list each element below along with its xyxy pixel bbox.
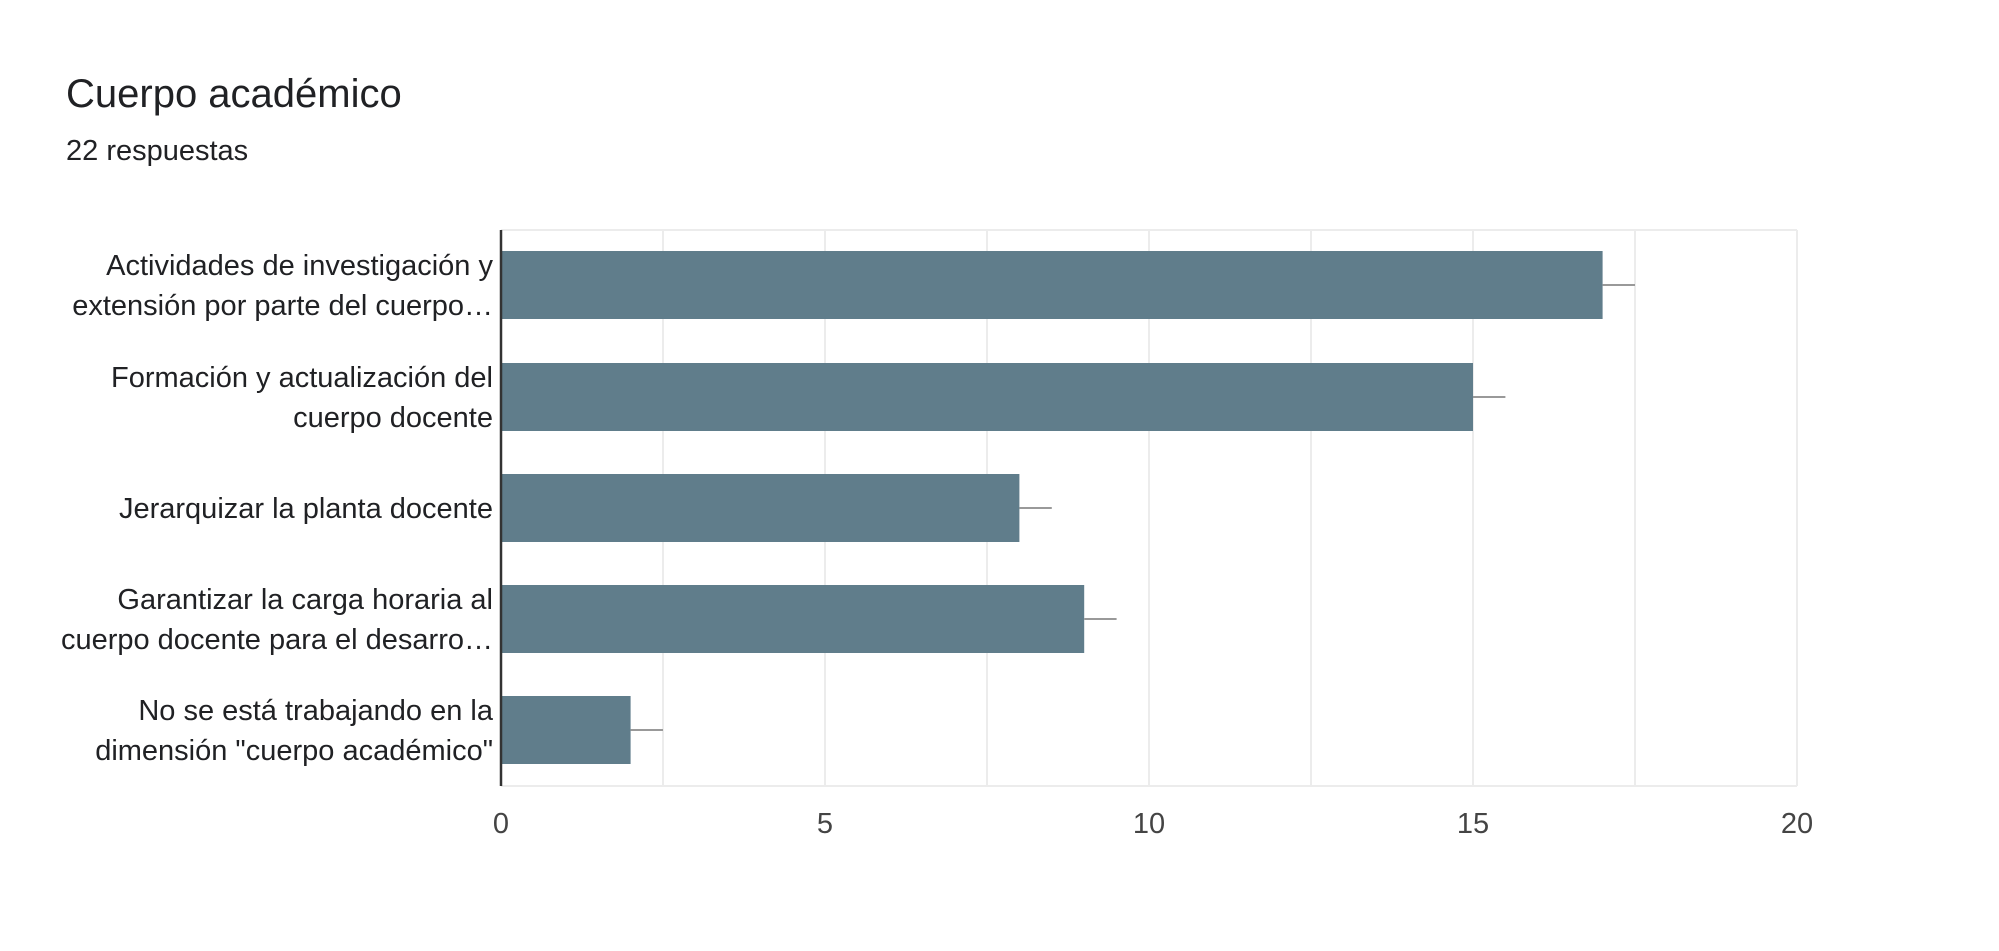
chart-title: Cuerpo académico xyxy=(66,72,402,116)
x-tick-label: 0 xyxy=(493,808,509,840)
bar xyxy=(501,251,1603,319)
category-label: extensión por parte del cuerpo… xyxy=(72,290,493,322)
bars xyxy=(501,251,1603,764)
category-label: Formación y actualización del xyxy=(111,362,493,394)
category-labels: Actividades de investigación y extensión … xyxy=(61,250,494,767)
bar xyxy=(501,696,631,764)
error-bars xyxy=(630,284,1635,731)
category-label: cuerpo docente para el desarro… xyxy=(61,624,493,656)
category-label: dimensión "cuerpo académico" xyxy=(95,735,493,767)
x-tick-label: 15 xyxy=(1457,808,1489,840)
response-count: 22 respuestas xyxy=(66,135,249,167)
bar xyxy=(501,363,1473,431)
x-tick-label: 20 xyxy=(1781,808,1813,840)
x-tick-label: 10 xyxy=(1133,808,1165,840)
category-label: No se está trabajando en la xyxy=(138,695,494,727)
grid-lines xyxy=(501,229,1798,787)
category-label: cuerpo docente xyxy=(293,402,493,434)
category-label: Actividades de investigación y xyxy=(106,250,493,282)
bar xyxy=(501,474,1020,542)
bar xyxy=(501,585,1085,653)
x-tick-labels: 0 5 10 15 20 xyxy=(493,808,1813,840)
x-tick-label: 5 xyxy=(817,808,833,840)
category-label: Jerarquizar la planta docente xyxy=(119,493,493,525)
category-label: Garantizar la carga horaria al xyxy=(117,584,493,616)
